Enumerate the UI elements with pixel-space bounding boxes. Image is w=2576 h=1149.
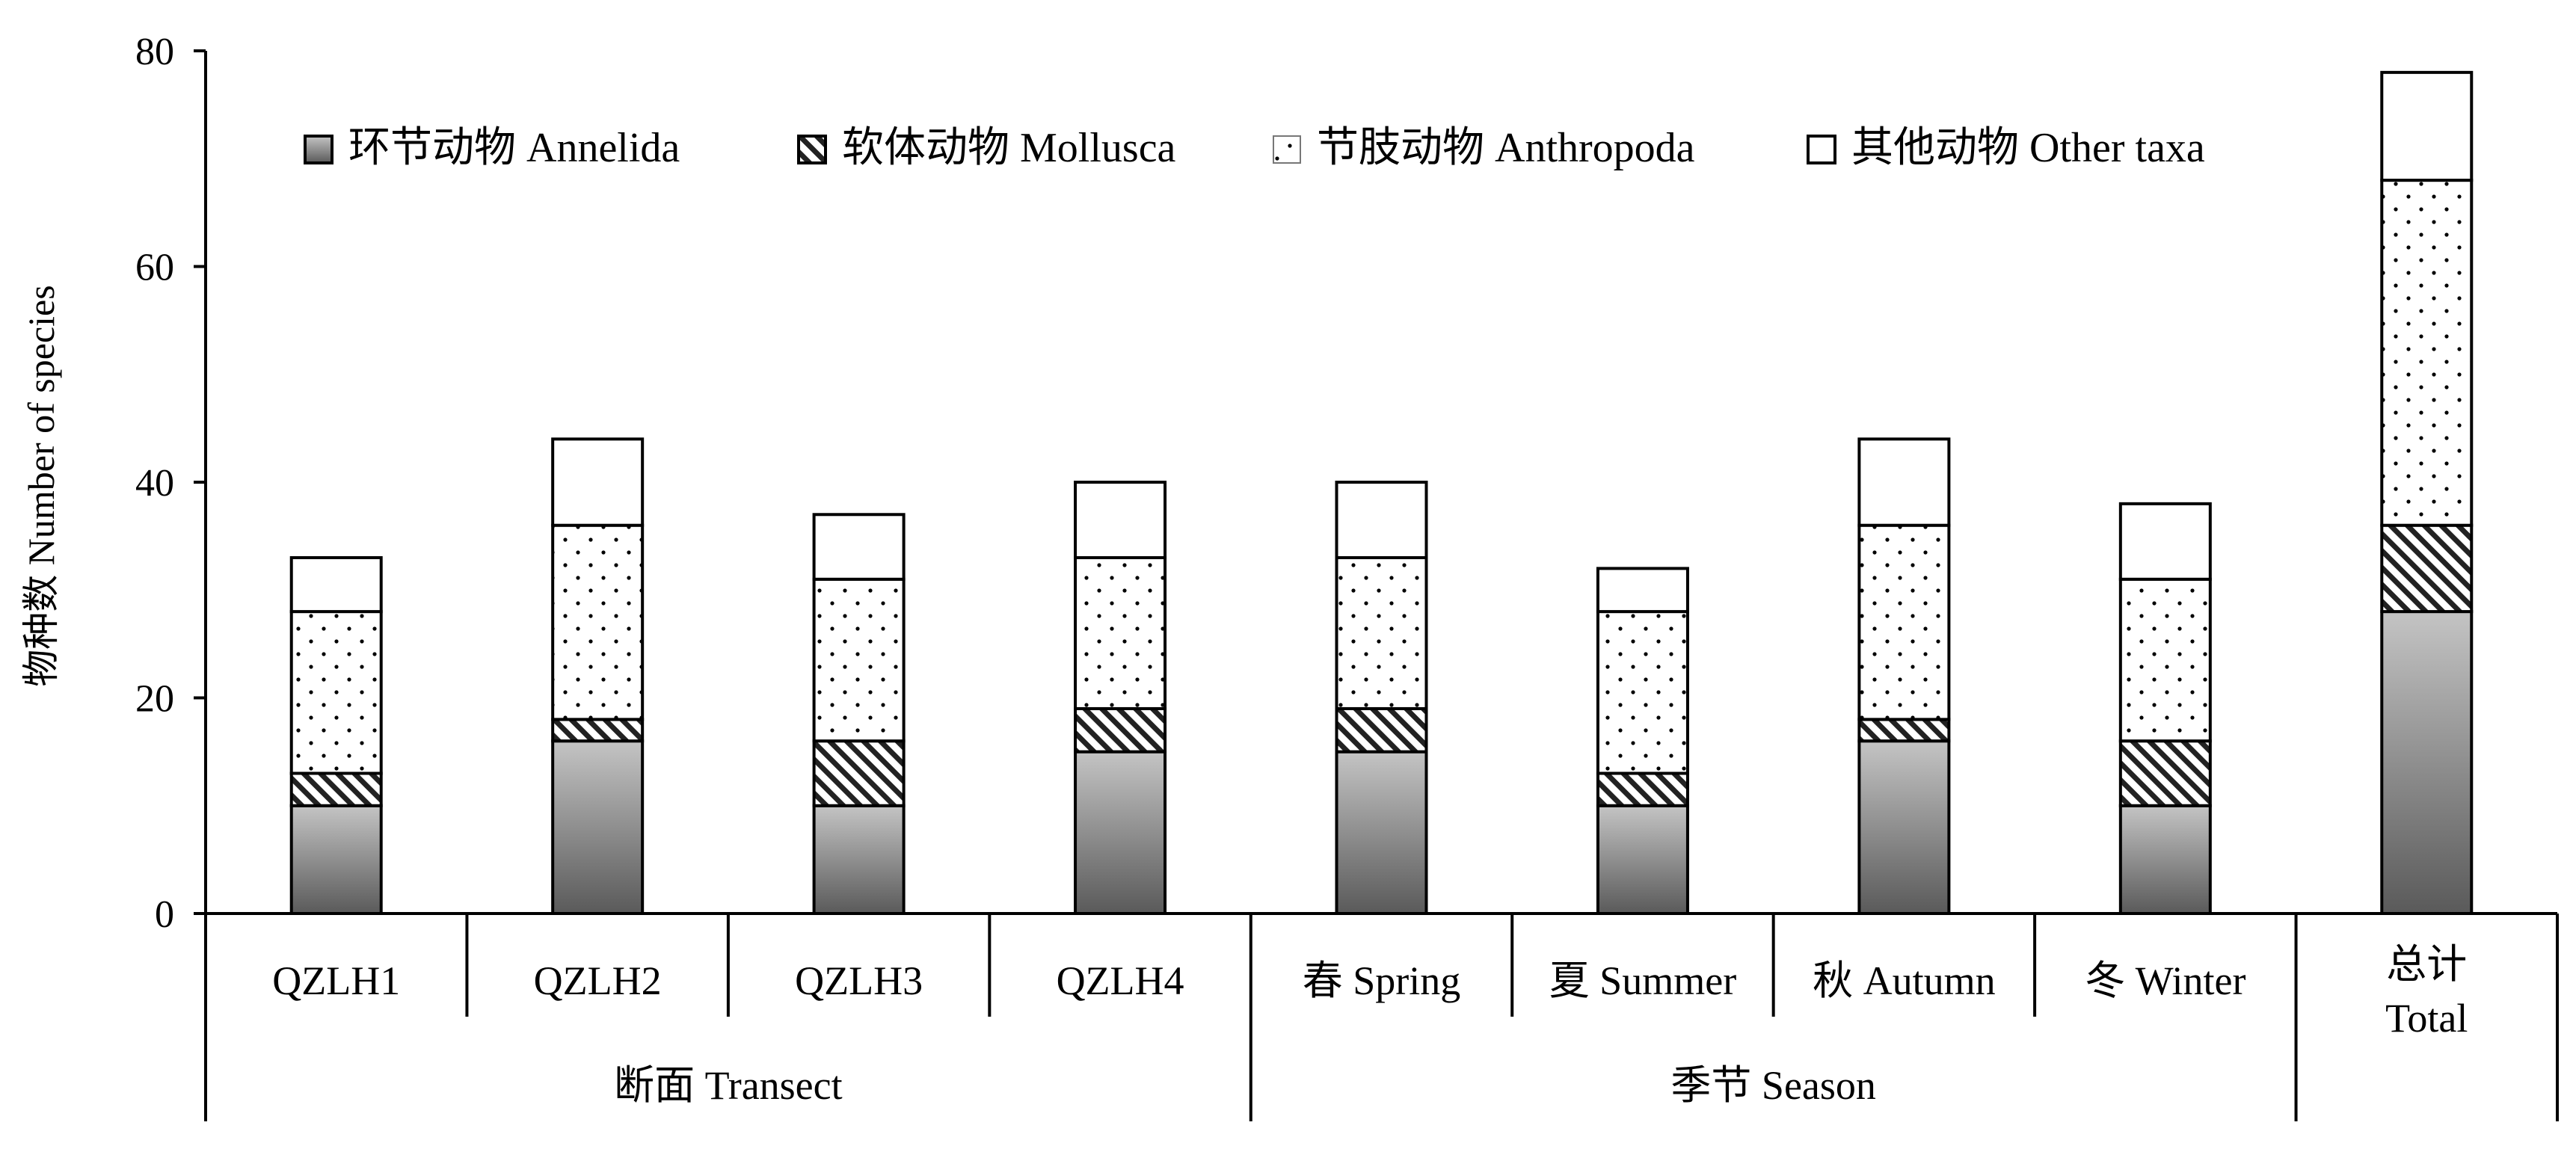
bar-stack [1335, 481, 1428, 915]
bar-stack [551, 437, 645, 916]
bar-segment [1596, 567, 1689, 614]
x-tick-label: 总计 [2386, 942, 2467, 987]
bar-stack [1857, 437, 1951, 916]
legend-item: 环节动物 Annelida [304, 125, 680, 171]
legend-item: 其他动物 Other taxa [1807, 125, 2205, 171]
x-tick-label: Total [2385, 996, 2468, 1041]
bar-segment [551, 437, 645, 527]
bar-segment [2380, 610, 2474, 915]
bar-segment [1335, 555, 1428, 710]
x-tick-label: QZLH1 [272, 958, 400, 1003]
legend-swatch [1807, 135, 1836, 164]
bar-segment [289, 771, 383, 807]
bar-segment [2118, 577, 2212, 743]
legend-swatch [1273, 135, 1301, 164]
legend: 环节动物 Annelida 软体动物 Mollusca 节肢动物 Anthropod… [304, 125, 2205, 171]
legend-item: 节肢动物 Anthropoda [1273, 125, 1695, 171]
bar-segment [1074, 555, 1167, 710]
legend-label: 其他动物 Other taxa [1851, 125, 2205, 171]
bar-segment [812, 739, 906, 807]
bar-segment [289, 610, 383, 775]
bar-segment [1074, 750, 1167, 915]
y-axis: 0 20 40 60 80 [135, 31, 207, 936]
bar-segment [1596, 804, 1689, 915]
x-tick-label: QZLH2 [534, 958, 662, 1003]
bar-stack [289, 555, 383, 915]
bar-stack [1596, 567, 1689, 915]
bar-segment [551, 523, 645, 721]
legend-swatch [304, 135, 333, 164]
bar-stack [2380, 70, 2474, 915]
group-label: 断面 Transect [614, 1063, 843, 1108]
bar-segment [1857, 437, 1951, 527]
bar-segment [1596, 771, 1689, 807]
bar-segment [2380, 523, 2474, 614]
bar-segment [2380, 179, 2474, 527]
y-tick-label: 20 [135, 678, 174, 721]
bar-segment [812, 804, 906, 915]
bar-segment [2118, 804, 2212, 915]
y-tick-label: 60 [135, 247, 174, 289]
bar-segment [551, 718, 645, 743]
x-tick-label: 春 Spring [1303, 958, 1461, 1003]
bar-segment [1857, 523, 1951, 721]
bar-segment [2118, 739, 2212, 807]
bar-segment [812, 513, 906, 581]
x-tick-label: QZLH4 [1057, 958, 1184, 1003]
y-tick-label: 80 [135, 31, 174, 73]
bar-segment [289, 555, 383, 614]
bar-stack [1074, 481, 1167, 915]
x-tick-label: 秋 Autumn [1813, 958, 1996, 1003]
x-tick-label: QZLH3 [795, 958, 923, 1003]
bars [289, 70, 2474, 916]
legend-label: 环节动物 Annelida [348, 125, 680, 171]
x-axis: QZLH1 QZLH2 QZLH3 QZLH4 春 Spring 夏 Summer 秋 Au… [204, 912, 2559, 1121]
group-label: 季节 Season [1670, 1063, 1875, 1108]
bar-segment [2380, 70, 2474, 182]
legend-label: 节肢动物 Anthropoda [1317, 125, 1695, 171]
bar-segment [2118, 502, 2212, 581]
y-axis-label: 物种数 Number of species [20, 285, 62, 686]
bar-segment [1857, 739, 1951, 916]
bar-stack [2118, 502, 2212, 915]
y-tick-label: 40 [135, 462, 174, 505]
bar-segment [1335, 481, 1428, 559]
bar-segment [812, 577, 906, 743]
y-tick-label: 0 [155, 893, 174, 936]
legend-label: 软体动物 Mollusca [842, 125, 1176, 171]
bar-segment [1074, 706, 1167, 754]
bar-segment [551, 739, 645, 916]
bar-segment [289, 804, 383, 915]
x-tick-label: 夏 Summer [1549, 958, 1737, 1003]
bar-segment [1335, 750, 1428, 915]
bar-segment [1335, 706, 1428, 754]
bar-segment [1596, 610, 1689, 775]
x-tick-label: 冬 Winter [2085, 958, 2245, 1003]
legend-item: 软体动物 Mollusca [797, 125, 1176, 171]
bar-stack [812, 513, 906, 915]
legend-swatch [797, 135, 827, 164]
bar-segment [1074, 481, 1167, 559]
bar-segment [1857, 718, 1951, 743]
